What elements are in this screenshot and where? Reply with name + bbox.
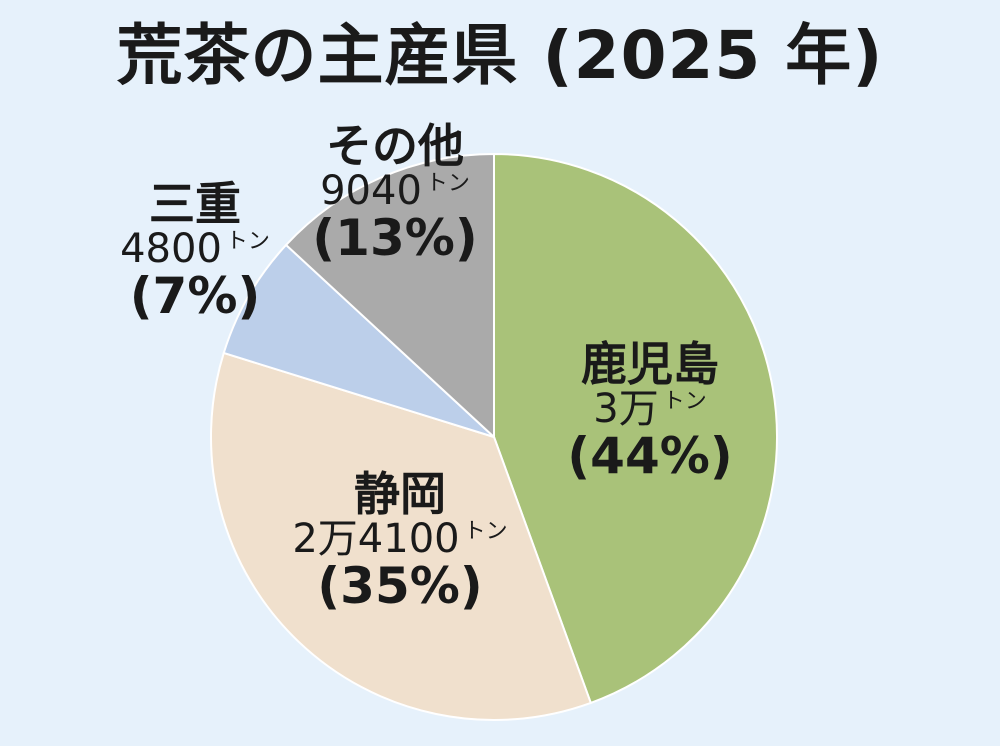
- slice-amount-kagoshima: 3万 トン: [593, 386, 707, 433]
- slice-percent-kagoshima: (44%): [567, 427, 733, 486]
- slice-name-mie: 三重: [149, 177, 241, 231]
- pie-slice-sonota: [284, 152, 495, 440]
- slice-amount-shizuoka: 2万4100 トン: [292, 516, 508, 563]
- pie-slice-kagoshima: [493, 152, 778, 705]
- label-kagoshima: 鹿児島 3万 トン (44%): [540, 340, 760, 483]
- slice-amount-mie: 4800 トン: [120, 226, 270, 273]
- slice-name-shizuoka: 静岡: [354, 467, 446, 521]
- slice-name-sonota: その他: [326, 119, 464, 173]
- slice-percent-mie: (7%): [129, 267, 261, 326]
- label-sonota: その他 9040 トン (13%): [290, 122, 500, 265]
- slice-amount-sonota: 9040 トン: [320, 168, 470, 215]
- slice-percent-sonota: (13%): [312, 209, 478, 268]
- pie-slice-shizuoka: [210, 351, 593, 721]
- pie-slice-mie: [222, 243, 495, 438]
- label-mie: 三重 4800 トン (7%): [95, 180, 295, 323]
- slice-name-kagoshima: 鹿児島: [581, 337, 719, 391]
- label-shizuoka: 静岡 2万4100 トン (35%): [250, 470, 550, 613]
- slice-percent-shizuoka: (35%): [317, 557, 483, 616]
- chart-title: 荒茶の主産県 (2025 年): [116, 17, 884, 94]
